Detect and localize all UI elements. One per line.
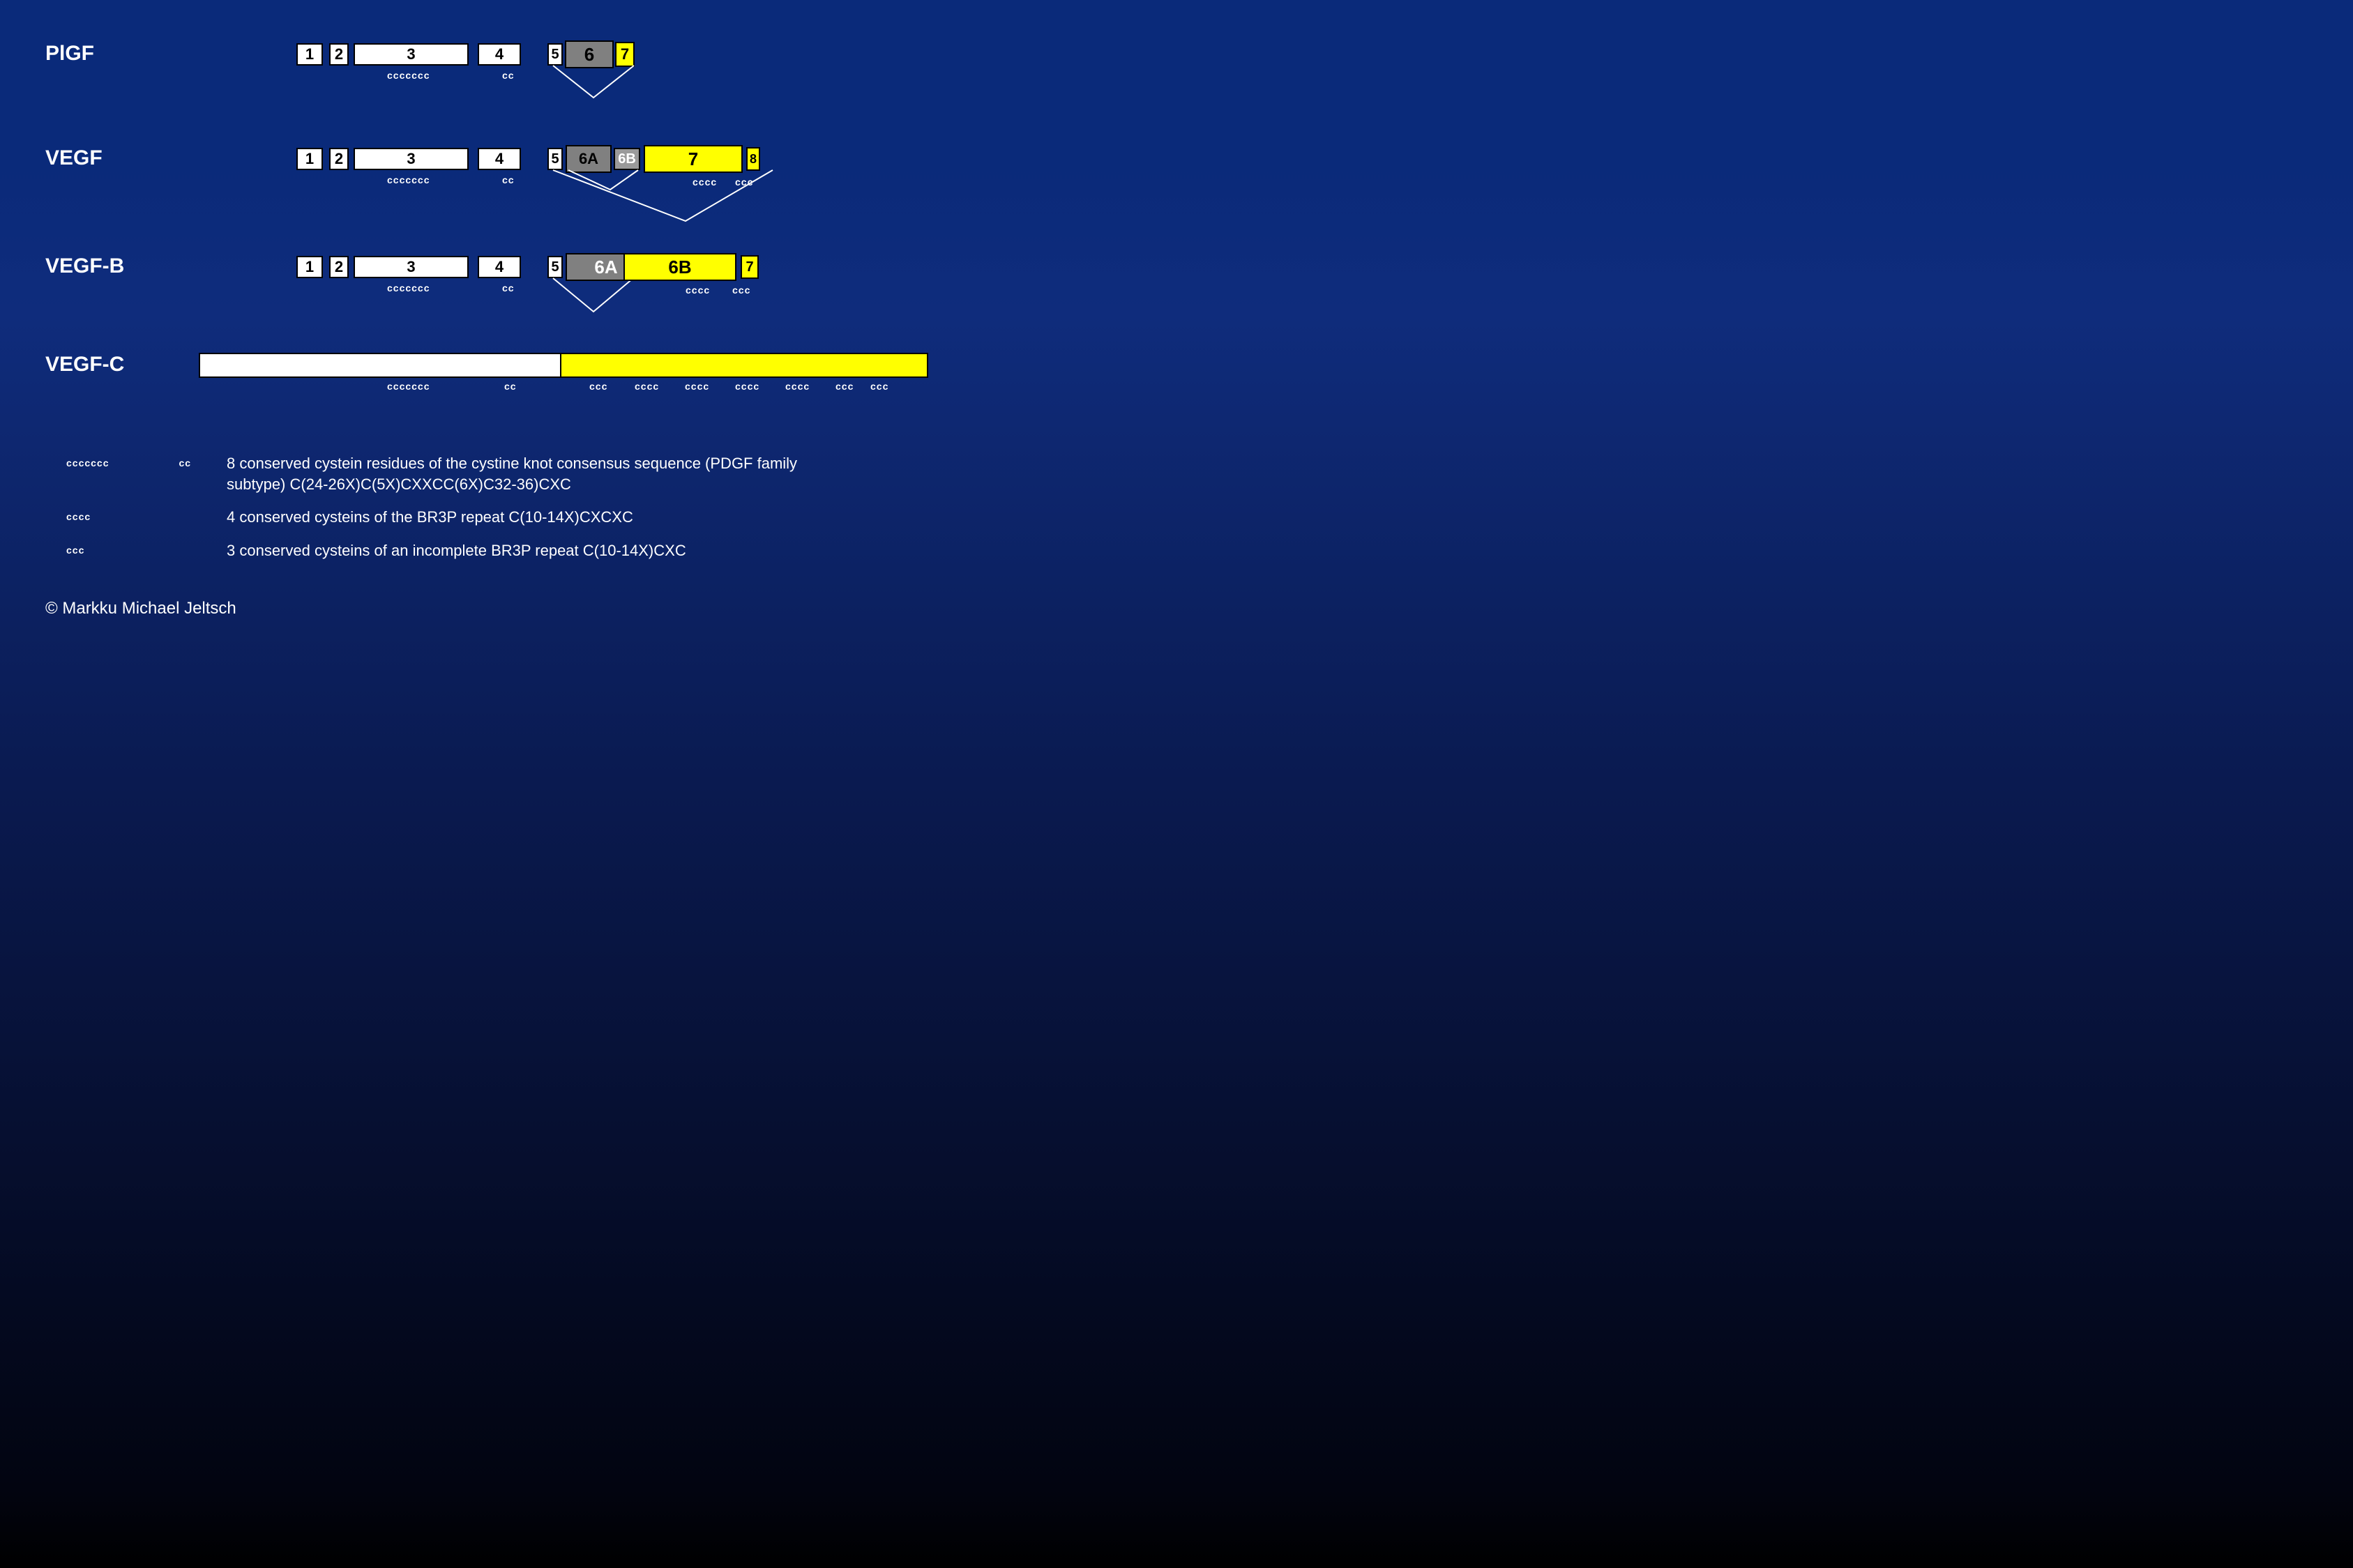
exon-label: 6B	[618, 152, 636, 166]
cc-annot: cccc	[685, 381, 709, 392]
exon-label: 4	[495, 151, 504, 167]
legend-row: ccccccccc8 conserved cystein residues of…	[66, 453, 903, 494]
exon-label: 6A	[594, 258, 617, 276]
label-vegfc: VEGF-C	[45, 353, 124, 376]
exon-e7: 7	[644, 145, 743, 173]
exon-label: 7	[688, 150, 698, 168]
exon-e6a: 6A	[566, 145, 612, 173]
exon-e5: 5	[547, 43, 563, 66]
cc-annot: cc	[502, 174, 515, 185]
exon-e1: 1	[296, 256, 323, 278]
exon-label: 4	[495, 259, 504, 275]
exon-label: 1	[305, 259, 314, 275]
label-vegf: VEGF	[45, 146, 103, 170]
cc-annot: cc	[504, 381, 517, 392]
exon-label: 3	[407, 151, 415, 167]
exon-e6b: 6B	[623, 253, 736, 281]
cc-annot: ccccccc	[387, 381, 430, 392]
exon-e7: 7	[741, 255, 759, 279]
cc-annot: cccc	[635, 381, 659, 392]
cc-annot: ccccccc	[387, 70, 430, 81]
exon-label: 5	[551, 47, 559, 61]
legend: ccccccccc8 conserved cystein residues of…	[66, 453, 903, 574]
exon-label: 3	[407, 259, 415, 275]
row-vegf: VEGF 123456A6B78cccccccccccccccc	[45, 146, 957, 195]
cc-annot: ccccccc	[387, 282, 430, 294]
exon-e2: 2	[329, 148, 349, 170]
exon-e5: 5	[547, 256, 563, 278]
copyright: © Markku Michael Jeltsch	[45, 599, 236, 618]
exon-label: 5	[551, 260, 559, 274]
legend-key: cccc	[66, 507, 227, 522]
exon-e2: 2	[329, 43, 349, 66]
legend-text: 3 conserved cysteins of an incomplete BR…	[227, 540, 686, 561]
cc-annot: cccc	[785, 381, 810, 392]
label-vegfb: VEGF-B	[45, 254, 124, 278]
legend-text: 4 conserved cysteins of the BR3P repeat …	[227, 507, 633, 528]
exon-e4: 4	[478, 43, 521, 66]
exon-e6: 6	[565, 40, 614, 68]
exon-label: 1	[305, 47, 314, 62]
exon-e1: 1	[296, 148, 323, 170]
exon-label: 5	[551, 152, 559, 166]
exon-e3: 3	[354, 43, 469, 66]
exon-label: 6	[584, 45, 594, 63]
cc-annot: ccc	[835, 381, 854, 392]
exon-e6b: 6B	[614, 148, 640, 170]
exon-label: 7	[621, 47, 629, 62]
exon-e1: 1	[296, 43, 323, 66]
exon-label: 1	[305, 151, 314, 167]
row-plgf: PlGF 1234567ccccccccc	[45, 42, 957, 91]
vegfc-bar-white	[199, 353, 561, 378]
exon-e4: 4	[478, 256, 521, 278]
exon-label: 6A	[579, 151, 598, 167]
legend-key: ccccccccc	[66, 453, 227, 469]
cc-annot: cccc	[735, 381, 759, 392]
exon-e4: 4	[478, 148, 521, 170]
label-plgf: PlGF	[45, 42, 94, 66]
exon-label: 2	[335, 259, 343, 275]
legend-key: ccc	[66, 540, 227, 556]
exon-e8: 8	[746, 147, 760, 171]
legend-text: 8 conserved cystein residues of the cyst…	[227, 453, 799, 494]
cc-annot: cccc	[693, 176, 717, 188]
cc-annot: ccccccc	[387, 174, 430, 185]
row-vegfb: VEGF-B 123456A6B7cccccccccccccccc	[45, 254, 957, 303]
exon-label: 2	[335, 151, 343, 167]
exon-e5: 5	[547, 148, 563, 170]
row-vegfc: VEGF-C ccccccccccccccccccccccccccccccccc…	[45, 353, 957, 395]
cc-annot: ccc	[870, 381, 888, 392]
exon-label: 3	[407, 47, 415, 62]
exon-label: 7	[746, 260, 753, 274]
exon-label: 2	[335, 47, 343, 62]
legend-row: cccc4 conserved cysteins of the BR3P rep…	[66, 507, 903, 528]
exon-e3: 3	[354, 256, 469, 278]
cc-annot: ccc	[589, 381, 607, 392]
legend-row: ccc3 conserved cysteins of an incomplete…	[66, 540, 903, 561]
vegfc-bar-yellow	[560, 353, 928, 378]
cc-annot: ccc	[735, 176, 753, 188]
slide: PlGF 1234567ccccccccc VEGF 123456A6B78cc…	[0, 0, 957, 638]
cc-annot: cc	[502, 70, 515, 81]
exon-label: 4	[495, 47, 504, 62]
cc-annot: cccc	[686, 284, 710, 296]
exon-e2: 2	[329, 256, 349, 278]
cc-annot: ccc	[732, 284, 750, 296]
exon-label: 6B	[668, 258, 691, 276]
exon-label: 8	[750, 153, 757, 165]
exon-e3: 3	[354, 148, 469, 170]
exon-e7: 7	[615, 42, 635, 67]
cc-annot: cc	[502, 282, 515, 294]
